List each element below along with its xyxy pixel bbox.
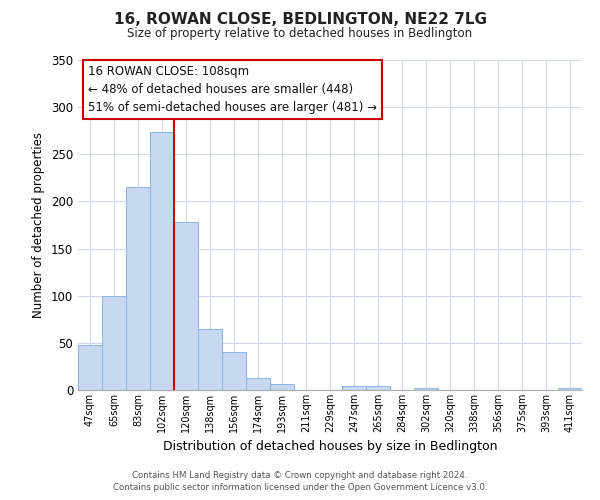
- Bar: [342, 386, 366, 390]
- Y-axis label: Number of detached properties: Number of detached properties: [32, 132, 46, 318]
- Text: Contains HM Land Registry data © Crown copyright and database right 2024.
Contai: Contains HM Land Registry data © Crown c…: [113, 471, 487, 492]
- Text: 16 ROWAN CLOSE: 108sqm
← 48% of detached houses are smaller (448)
51% of semi-de: 16 ROWAN CLOSE: 108sqm ← 48% of detached…: [88, 65, 377, 114]
- Bar: [126, 188, 150, 390]
- Bar: [78, 344, 102, 390]
- Text: 16, ROWAN CLOSE, BEDLINGTON, NE22 7LG: 16, ROWAN CLOSE, BEDLINGTON, NE22 7LG: [113, 12, 487, 28]
- Bar: [414, 388, 438, 390]
- Bar: [558, 388, 582, 390]
- Bar: [366, 386, 390, 390]
- Bar: [102, 296, 126, 390]
- Bar: [246, 378, 270, 390]
- Bar: [222, 352, 246, 390]
- Bar: [198, 328, 222, 390]
- Bar: [174, 222, 198, 390]
- Bar: [270, 384, 294, 390]
- Text: Size of property relative to detached houses in Bedlington: Size of property relative to detached ho…: [127, 28, 473, 40]
- Bar: [150, 132, 174, 390]
- X-axis label: Distribution of detached houses by size in Bedlington: Distribution of detached houses by size …: [163, 440, 497, 454]
